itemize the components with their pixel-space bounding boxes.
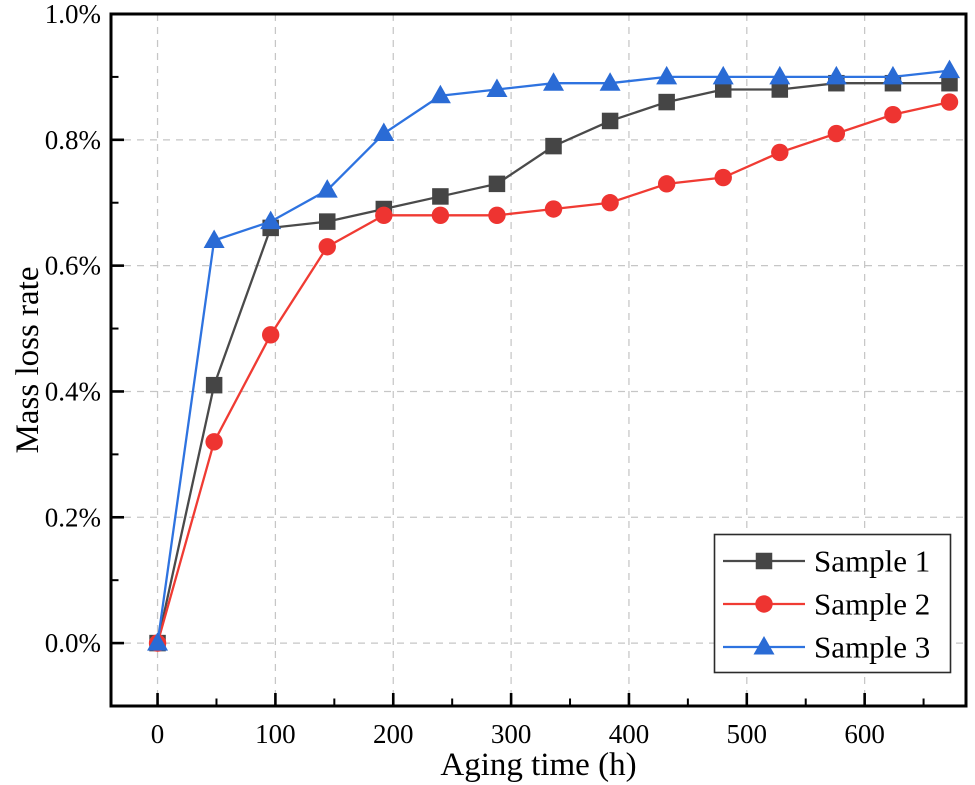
y-axis-title: Mass loss rate [10,267,46,454]
data-point-marker [714,168,732,187]
data-point-marker [827,124,846,143]
legend: Sample 1 Sample 2 Sample 3 [713,533,952,674]
data-point-marker [543,72,565,91]
y-tick-label: 0.2% [45,502,101,532]
tick-labels: 0 100 200 300 400 500 600 0.0% 0.2% 0.4% 0.6% 0.8% 1… [45,0,885,749]
x-tick-label: 100 [255,719,296,749]
data-point-marker [486,78,508,97]
data-point-marker [771,81,789,98]
x-tick-label: 600 [844,719,885,749]
x-tick-label: 400 [609,719,650,749]
y-tick-label: 0.0% [45,628,101,658]
data-point-marker [261,326,280,344]
data-point-marker [940,93,959,111]
x-tick-label: 0 [151,719,165,749]
data-point-marker [544,200,563,218]
data-point-marker [882,65,904,85]
data-point-marker [373,122,395,142]
data-point-marker [488,175,506,193]
data-point-marker [545,137,562,155]
legend-entry-sample-2: Sample 2 [723,587,930,622]
legend-marker [755,552,773,570]
legend-entry-sample-3: Sample 3 [723,630,930,665]
y-tick-label: 0.4% [45,376,101,406]
data-point-marker [884,105,902,124]
x-tick-label: 200 [373,719,414,749]
data-point-marker [488,206,506,225]
data-point-marker [319,213,336,230]
x-tick-label: 300 [491,719,532,749]
legend-marker [753,636,775,655]
legend-marker [755,595,773,613]
data-point-marker [260,210,282,230]
data-point-marker [375,206,393,225]
data-point-marker [941,74,958,92]
x-tick-label: 500 [727,719,768,749]
data-point-marker [432,188,449,205]
data-point-marker [769,65,791,85]
plot-border [109,12,968,708]
data-point-marker [205,376,223,394]
data-point-marker [599,72,621,91]
data-point-marker [318,238,336,256]
data-point-marker [147,632,169,651]
x-axis-title: Aging time (h) [440,747,636,783]
data-point-marker [658,93,675,111]
data-point-marker [939,59,961,79]
data-point-marker [712,65,734,85]
data-point-marker [316,179,338,198]
data-point-marker [771,143,789,162]
data-point-marker [714,81,732,98]
legend-entry-sample-1: Sample 1 [723,544,930,579]
data-point-marker [656,65,678,85]
data-point-marker [825,65,847,85]
y-tick-label: 1.0% [45,0,101,29]
y-tick-label: 0.8% [45,125,101,155]
legend-label: Sample 2 [814,587,930,622]
data-point-marker [431,206,450,225]
legend-label: Sample 3 [814,630,930,665]
y-tick-label: 0.6% [45,251,101,281]
data-point-marker [205,433,223,451]
legend-label: Sample 1 [814,544,930,579]
data-point-marker [601,112,619,130]
data-point-marker [657,175,676,193]
series-sample-3 [147,59,961,651]
data-point-marker [601,194,619,212]
data-point-marker [429,84,451,104]
data-point-marker [203,229,225,248]
